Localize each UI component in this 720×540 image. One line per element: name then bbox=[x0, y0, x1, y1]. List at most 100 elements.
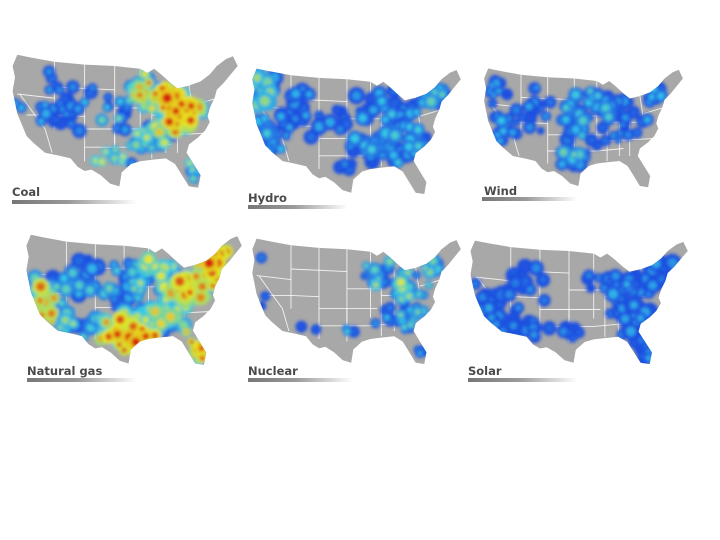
heat-spot bbox=[70, 320, 76, 327]
heat-spot bbox=[142, 332, 150, 340]
heat-spot bbox=[61, 284, 71, 294]
heat-spot bbox=[59, 106, 65, 112]
heat-spot bbox=[42, 102, 48, 108]
heat-spot bbox=[397, 278, 405, 286]
heat-layer bbox=[484, 74, 668, 173]
heat-spot bbox=[132, 141, 140, 149]
heat-spot bbox=[608, 289, 618, 299]
heat-spot bbox=[571, 125, 580, 134]
heat-spot bbox=[314, 121, 324, 132]
heat-layer bbox=[12, 65, 210, 184]
heat-spot bbox=[302, 112, 309, 119]
heat-spot bbox=[128, 268, 137, 277]
wind-label: Wind bbox=[484, 184, 518, 198]
heat-spot bbox=[369, 106, 378, 114]
heat-spot bbox=[333, 107, 340, 113]
heat-spot bbox=[305, 90, 313, 98]
heat-spot bbox=[350, 134, 360, 143]
heat-spot bbox=[128, 160, 135, 166]
nuclear-label: Nuclear bbox=[248, 364, 298, 378]
heat-spot bbox=[414, 272, 419, 278]
heat-spot bbox=[362, 273, 367, 279]
heat-spot bbox=[601, 285, 607, 291]
nuclear-label-underline bbox=[248, 378, 353, 382]
heat-spot bbox=[401, 324, 407, 330]
wind-heatmap bbox=[484, 68, 683, 188]
heat-spot bbox=[559, 327, 567, 336]
heat-spot bbox=[199, 346, 204, 351]
heat-spot bbox=[286, 124, 293, 131]
heat-spot bbox=[104, 105, 110, 110]
coal-label-underline bbox=[12, 200, 137, 204]
heat-spot bbox=[611, 133, 616, 139]
heat-spot bbox=[178, 100, 185, 108]
heat-spot bbox=[199, 355, 205, 361]
heat-spot bbox=[136, 84, 143, 91]
heat-spot bbox=[262, 293, 268, 299]
heat-spot bbox=[599, 124, 607, 132]
heat-spot bbox=[298, 323, 305, 330]
nuclear-map-panel: Nuclear bbox=[248, 236, 463, 384]
heat-spot bbox=[386, 258, 394, 265]
heat-spot bbox=[540, 297, 548, 304]
heat-spot bbox=[510, 322, 517, 330]
heat-spot bbox=[149, 105, 155, 112]
coal-map-panel: Coal bbox=[8, 52, 240, 207]
heat-spot bbox=[143, 134, 151, 141]
heat-layer bbox=[470, 253, 682, 365]
heat-spot bbox=[426, 97, 436, 106]
heat-spot bbox=[131, 337, 141, 347]
heat-spot bbox=[601, 104, 610, 113]
heat-spot bbox=[530, 331, 538, 339]
heat-spot bbox=[151, 307, 160, 316]
heat-spot bbox=[204, 258, 214, 268]
heat-spot bbox=[141, 71, 148, 77]
heat-spot bbox=[634, 129, 640, 136]
heat-spot bbox=[195, 168, 201, 175]
heat-spot bbox=[531, 263, 541, 273]
heat-spot bbox=[196, 293, 205, 302]
heat-spot bbox=[140, 102, 148, 110]
heat-spot bbox=[384, 314, 390, 321]
heat-spot bbox=[68, 269, 77, 277]
heat-spot bbox=[512, 106, 520, 114]
heat-spot bbox=[50, 294, 58, 302]
heat-spot bbox=[513, 120, 519, 125]
heat-spot bbox=[372, 320, 379, 326]
heat-spot bbox=[651, 259, 661, 269]
heat-spot bbox=[372, 281, 379, 289]
heat-spot bbox=[571, 152, 577, 157]
heat-spot bbox=[484, 304, 493, 312]
heat-spot bbox=[395, 159, 402, 166]
heat-spot bbox=[367, 145, 376, 154]
heat-spot bbox=[325, 117, 335, 127]
heat-spot bbox=[61, 316, 70, 325]
heat-spot bbox=[559, 148, 568, 156]
heat-spot bbox=[53, 283, 60, 290]
heat-spot bbox=[579, 132, 585, 139]
heat-spot bbox=[497, 117, 505, 125]
heat-spot bbox=[36, 282, 46, 292]
heat-spot bbox=[519, 114, 526, 120]
heat-spot bbox=[261, 115, 268, 122]
heat-spot bbox=[648, 94, 655, 100]
heat-spot bbox=[38, 118, 44, 125]
heat-spot bbox=[489, 100, 496, 107]
heat-spot bbox=[37, 297, 44, 304]
heat-spot bbox=[478, 293, 487, 302]
heat-spot bbox=[103, 319, 110, 326]
heat-spot bbox=[645, 354, 652, 362]
heat-spot bbox=[156, 319, 166, 328]
natural-gas-heatmap bbox=[26, 234, 242, 365]
heat-spot bbox=[166, 312, 175, 322]
heat-spot bbox=[341, 160, 348, 168]
heat-spot bbox=[141, 128, 146, 133]
heat-spot bbox=[146, 80, 152, 86]
heat-spot bbox=[116, 315, 125, 324]
heat-spot bbox=[190, 167, 195, 172]
coal-heatmap bbox=[12, 54, 238, 188]
heat-spot bbox=[637, 314, 644, 322]
heat-spot bbox=[111, 296, 118, 303]
heat-spot bbox=[648, 281, 658, 290]
heat-spot bbox=[588, 285, 594, 291]
